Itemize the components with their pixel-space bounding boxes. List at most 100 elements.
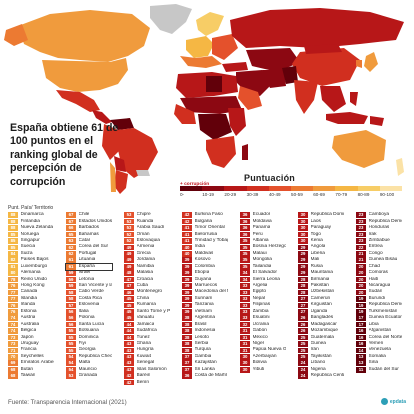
country-name: Laos (310, 218, 321, 224)
country-name: Ecuador (252, 212, 271, 218)
country-name: Japón (20, 334, 34, 340)
country-name: Singapur (20, 237, 40, 243)
score-badge: 38 (182, 347, 192, 354)
country-name: Macedonia del Norte (194, 289, 229, 295)
score-badge: 52 (124, 238, 134, 244)
ranking-row: 25 Irán (298, 347, 344, 354)
country-name: Sudán (368, 289, 383, 295)
ranking-row: 16 Yemen (356, 341, 402, 347)
ranking-row: 39 Tanzania (182, 302, 228, 309)
score-badge: 48 (124, 270, 134, 276)
legend-tick-label: 70-79 (335, 192, 348, 197)
country-name: Islas Salomón (136, 366, 167, 372)
ranking-row: 29 Mauritania (298, 270, 344, 276)
score-badge: 37 (182, 366, 192, 373)
country-name: Egipto (252, 289, 267, 295)
score-badge: 78 (8, 276, 18, 283)
ranking-column: 53 Chipre 53 Ruanda 53 Arabia Saudí 52 Omán 52 Es… (124, 212, 170, 386)
ranking-row: 28 Uzbekistán (298, 289, 344, 296)
ranking-row: 78 Reino Unido (8, 276, 54, 283)
country-name: Guinea Bisáu (368, 257, 398, 263)
country-name: Timor Oriental (194, 225, 225, 231)
ranking-row: 24 Líbano (298, 360, 344, 367)
score-badge: 76 (8, 308, 18, 315)
brand-name: epdata (389, 398, 406, 405)
country-name: Surinam (194, 295, 213, 301)
legend-swatch (357, 186, 380, 191)
score-badge: 88 (8, 218, 18, 225)
country-name: Togo (310, 231, 321, 237)
score-badge: 33 (240, 308, 250, 315)
country-name: Turkmenistán (368, 308, 398, 314)
country-name: Filipinas (252, 302, 271, 308)
map-region-greenland (150, 4, 192, 34)
ranking-row: 56 Italia (66, 309, 112, 315)
country-name: Kenia (310, 237, 323, 243)
ranking-row: 33 Esuatini (240, 315, 286, 322)
ranking-row: 73 Japón (8, 334, 54, 341)
map-region-iran (262, 70, 286, 88)
country-name: Trinidad y Tobago (194, 237, 229, 243)
ranking-row: 16 Corea del Norte (356, 334, 402, 341)
country-name: Sudáfrica (136, 328, 157, 334)
country-name: Montenegro (136, 289, 163, 295)
score-badge: 42 (124, 373, 134, 379)
ranking-row: 59 Israel (66, 270, 112, 276)
score-badge: 88 (8, 212, 18, 219)
score-badge: 56 (66, 321, 76, 328)
country-name: Camboya (368, 212, 390, 218)
map-region-sahel (180, 96, 242, 114)
ranking-row: 54 Malta (66, 360, 112, 367)
legend-tick-label: 20-29 (224, 192, 237, 197)
country-name: Albania (252, 237, 269, 243)
country-name: Bután (20, 366, 34, 372)
score-badge: 63 (66, 238, 76, 244)
country-name: Guyana (194, 276, 212, 282)
country-name: Gabón (252, 328, 267, 334)
legend-tick-label: 90-100 (379, 192, 395, 197)
score-badge: 25 (298, 334, 308, 341)
score-badge: 25 (298, 354, 308, 360)
country-name: Mauritania (310, 270, 333, 276)
country-name: Kosovo (194, 257, 211, 263)
ranking-row: 35 Mongolia (240, 257, 286, 264)
ranking-row: 39 Vietnam (182, 309, 228, 315)
map-region-alaska (4, 24, 28, 46)
ranking-row: 39 Etiopía (182, 270, 228, 276)
ranking-row: 76 Hong Kong (8, 283, 54, 289)
ranking-row: 33 Filipinas (240, 302, 286, 309)
score-badge: 35 (240, 257, 250, 264)
score-badge: 30 (298, 212, 308, 219)
ranking-row: 38 Serbia (182, 341, 228, 347)
country-name: Burkina Faso (194, 212, 223, 218)
ranking-row: 13 Somalia (356, 354, 402, 360)
ranking-row: 55 Dominica (66, 334, 112, 341)
score-badge: 17 (356, 315, 366, 322)
ranking-row: 59 Letonia (66, 276, 112, 283)
score-badge: 43 (124, 347, 134, 354)
score-badge: 21 (356, 251, 366, 257)
score-badge: 54 (66, 354, 76, 360)
country-name: Líbano (310, 360, 326, 366)
country-name: Guinea Ecuatorial (368, 315, 403, 321)
score-badge: 42 (124, 379, 134, 386)
country-name: Uzbekistán (310, 289, 335, 295)
country-name: Barbados (78, 225, 100, 231)
ranking-row: 55 Fiyi (66, 341, 112, 347)
score-badge: 28 (298, 276, 308, 283)
country-name: Arabia Saudí (136, 225, 165, 231)
country-name: Grecia (136, 250, 151, 256)
map-region-turkey (222, 62, 248, 72)
score-badge: 65 (66, 231, 76, 238)
legend-tick-label: 40-49 (268, 192, 281, 197)
ranking-row: 74 Australia (8, 321, 54, 328)
country-name: Eslovaquia (136, 237, 160, 243)
legend-swatch (379, 186, 403, 191)
country-name: República Democrática del Congo (368, 302, 403, 308)
ranking-row: 31 Níger (240, 341, 286, 347)
